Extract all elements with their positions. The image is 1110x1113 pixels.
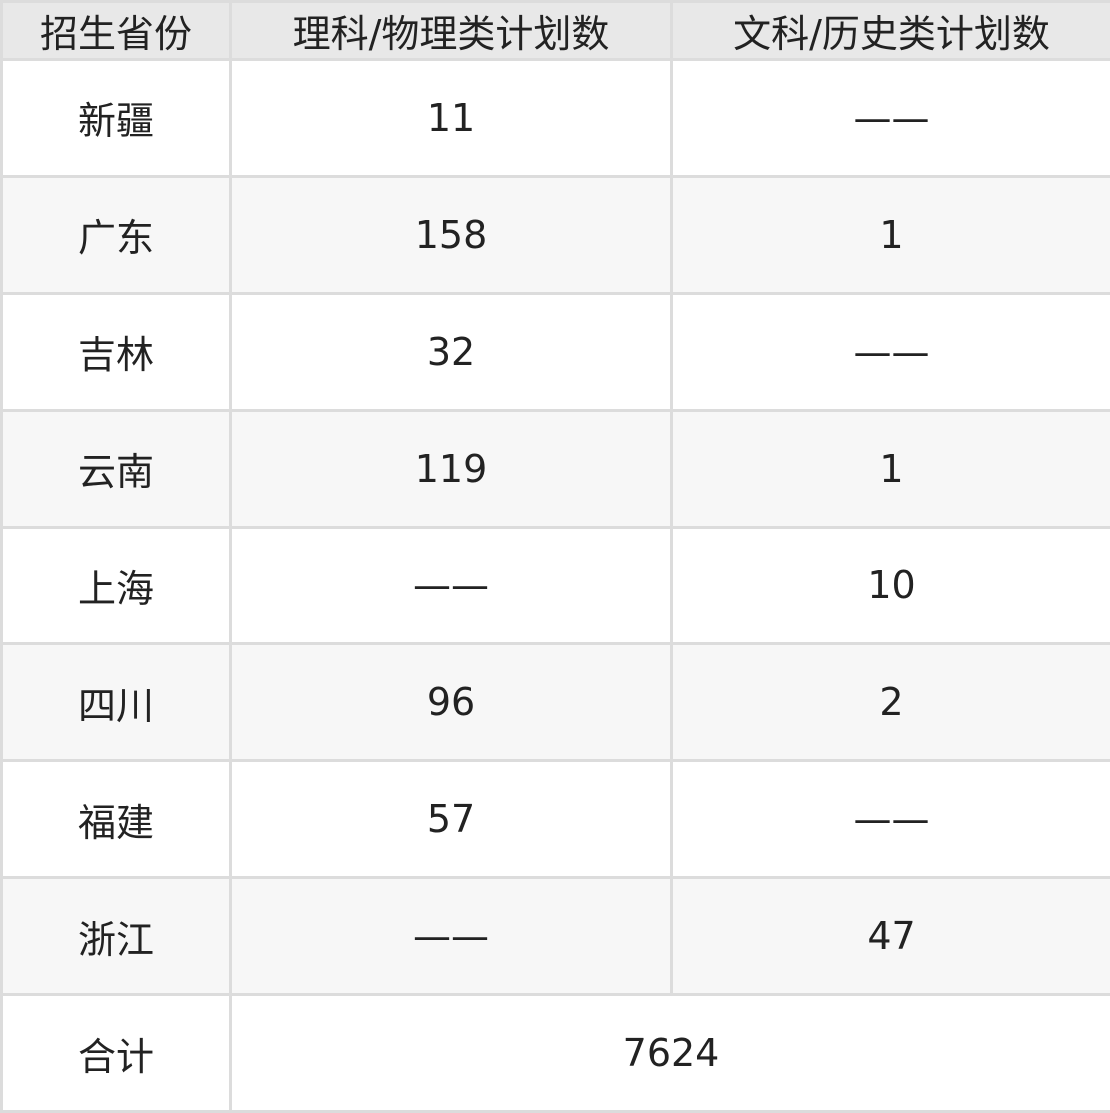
total-row: 合计 7624 — [0, 993, 1110, 1113]
table-row: 新疆 11 —— — [0, 58, 1110, 178]
province-cell: 吉林 — [0, 291, 232, 412]
count-cell: 47 — [670, 876, 1110, 996]
province-cell: 云南 — [0, 408, 232, 529]
count-cell: 158 — [229, 174, 673, 295]
count-cell: 119 — [229, 408, 673, 529]
header-cell: 招生省份 — [0, 0, 232, 61]
count-cell: —— — [670, 58, 1110, 178]
table-row: 云南 119 1 — [0, 408, 1110, 529]
count-cell: 57 — [229, 759, 673, 880]
table-row: 上海 —— 10 — [0, 525, 1110, 646]
header-cell: 文科/历史类计划数 — [670, 0, 1110, 61]
count-cell: —— — [670, 291, 1110, 412]
count-cell: —— — [670, 759, 1110, 880]
table-row: 吉林 32 —— — [0, 291, 1110, 412]
header-row: 招生省份 理科/物理类计划数 文科/历史类计划数 — [0, 0, 1110, 61]
table-row: 广东 158 1 — [0, 174, 1110, 295]
table-row: 福建 57 —— — [0, 759, 1110, 880]
count-cell: 32 — [229, 291, 673, 412]
count-cell: 1 — [670, 174, 1110, 295]
total-label: 合计 — [0, 993, 232, 1113]
count-cell: 10 — [670, 525, 1110, 646]
table-row: 四川 96 2 — [0, 642, 1110, 763]
header-cell: 理科/物理类计划数 — [229, 0, 673, 61]
count-cell: 2 — [670, 642, 1110, 763]
total-value: 7624 — [229, 993, 1110, 1113]
count-cell: 1 — [670, 408, 1110, 529]
table-row: 浙江 —— 47 — [0, 876, 1110, 996]
province-cell: 福建 — [0, 759, 232, 880]
province-cell: 上海 — [0, 525, 232, 646]
count-cell: —— — [229, 876, 673, 996]
province-cell: 四川 — [0, 642, 232, 763]
count-cell: 11 — [229, 58, 673, 178]
province-cell: 广东 — [0, 174, 232, 295]
province-cell: 新疆 — [0, 58, 232, 178]
count-cell: —— — [229, 525, 673, 646]
table-body: 新疆 11 —— 广东 158 1 吉林 32 —— 云南 119 1 上海 —— 10 四川 96 2 福建 57—… — [0, 58, 1110, 1113]
count-cell: 96 — [229, 642, 673, 763]
province-cell: 浙江 — [0, 876, 232, 996]
